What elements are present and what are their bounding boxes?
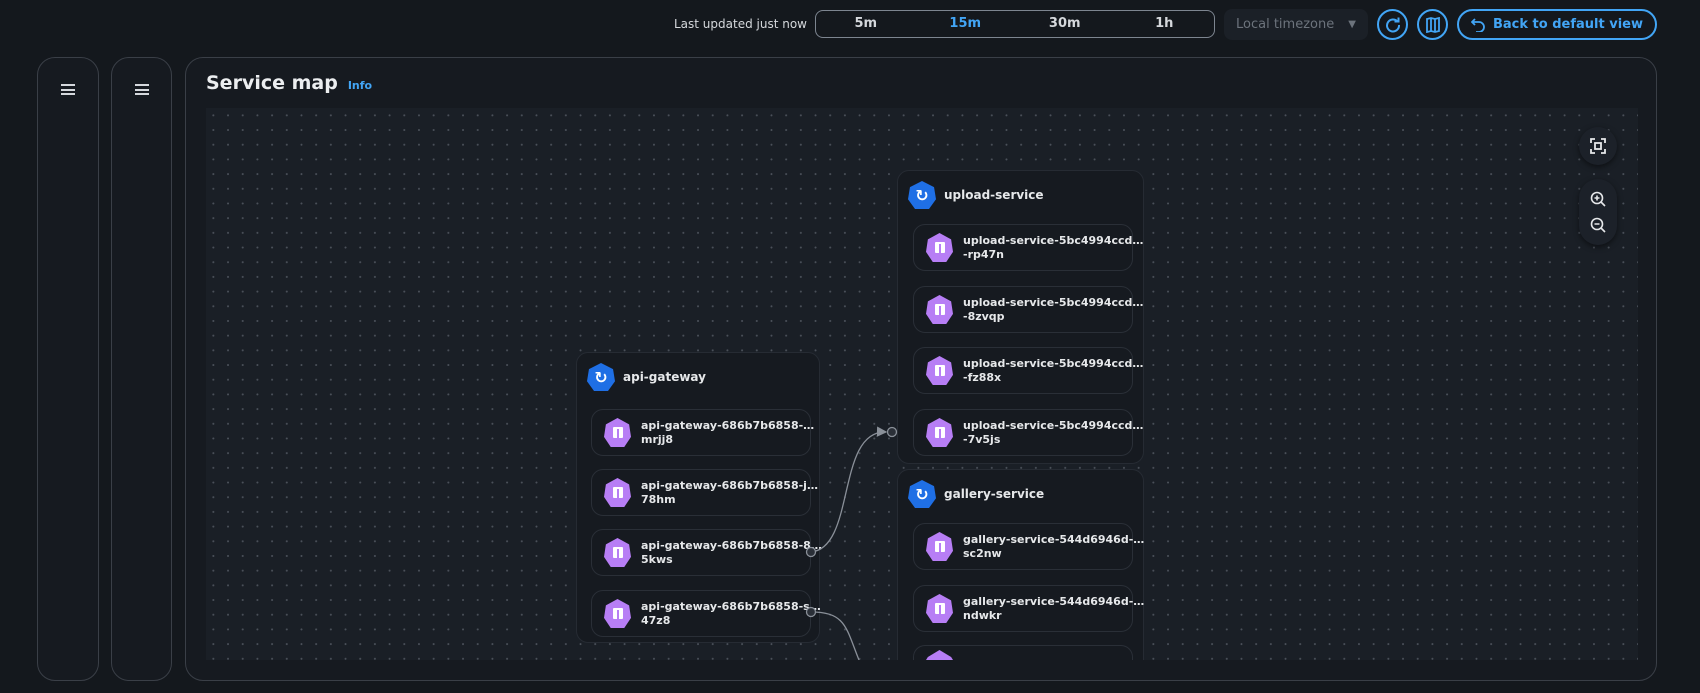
service-name: upload-service — [944, 188, 1044, 202]
range-1h[interactable]: 1h — [1155, 16, 1174, 31]
pod-suffix: 47z8 — [641, 613, 671, 627]
service-group-upload-service[interactable]: ↻ upload-service upload-service-5bc4994cc… — [897, 170, 1144, 464]
map-icon — [1425, 16, 1440, 33]
pod-name: api-gateway-686b7b6858-j… — [641, 478, 818, 492]
zoom-out-icon[interactable] — [1590, 217, 1606, 233]
side-panel-2 — [111, 57, 172, 681]
pod-name: api-gateway-686b7b6858-… — [641, 418, 815, 432]
pod-name: gallery-service-544d6946d-… — [963, 594, 1145, 608]
pod-suffix: mrjj8 — [641, 432, 674, 446]
refresh-button[interactable] — [1377, 9, 1408, 40]
timezone-select[interactable]: Local timezone ▼ — [1224, 9, 1368, 40]
menu-icon[interactable] — [61, 84, 75, 95]
zoom-controls — [1579, 179, 1617, 245]
edge-source-handle — [805, 546, 817, 558]
range-15m[interactable]: 15m — [949, 16, 982, 31]
page-title: Service map — [206, 72, 338, 94]
pod-node[interactable]: gallery-service-544d6946d-… sc2nw — [913, 523, 1144, 570]
panel-header: Service map Info — [206, 72, 372, 94]
pod-node[interactable]: api-gateway-686b7b6858-… mrjj8 — [591, 409, 815, 456]
caret-down-icon: ▼ — [1348, 19, 1356, 30]
edge-target-handle — [886, 426, 898, 438]
timezone-value: Local timezone — [1236, 17, 1335, 32]
pod-node[interactable]: upload-service-5bc4994ccd… -fz88x — [913, 347, 1143, 394]
pod-node[interactable]: gallery-service-544d6946d-… ndwkr — [913, 585, 1144, 632]
pod-cube-icon — [926, 650, 953, 660]
service-name: gallery-service — [944, 487, 1045, 501]
pod-name: upload-service-5bc4994ccd… — [963, 295, 1144, 309]
edge-source-handle — [805, 606, 817, 618]
pod-suffix: -rp47n — [963, 247, 1005, 261]
pod-node[interactable]: api-gateway-686b7b6858-j… 78hm — [591, 469, 818, 516]
zoom-in-icon[interactable] — [1590, 191, 1606, 207]
fit-view-button[interactable] — [1579, 127, 1617, 165]
pod-name: api-gateway-686b7b6858-8… — [641, 538, 822, 552]
pod-node[interactable]: api-gateway-686b7b6858-s… 47z8 — [591, 590, 821, 637]
pod-name: api-gateway-686b7b6858-s… — [641, 599, 821, 613]
pod-suffix: -8zvqp — [963, 309, 1005, 323]
pod-suffix: -fz88x — [963, 370, 1002, 384]
pod-node[interactable]: upload-service-5bc4994ccd… -8zvqp — [913, 286, 1143, 333]
pod-node[interactable]: upload-service-5bc4994ccd… -rp47n — [913, 224, 1143, 271]
service-map-canvas[interactable]: ↻ api-gateway api-gateway-686b7b6858-… mrj… — [206, 108, 1638, 660]
pod-suffix: ndwkr — [963, 608, 1002, 622]
map-view-button[interactable] — [1417, 9, 1448, 40]
pod-node[interactable]: api-gateway-686b7b6858-8… 5kws — [591, 529, 822, 576]
pod-suffix: 78hm — [641, 492, 676, 506]
undo-icon — [1471, 17, 1485, 32]
pod-name: upload-service-5bc4994ccd… — [963, 356, 1144, 370]
pod-name: gallery-service-544d6946d-… — [963, 532, 1145, 546]
pod-suffix: -7v5js — [963, 432, 1001, 446]
range-30m[interactable]: 30m — [1048, 16, 1081, 31]
service-name: api-gateway — [623, 370, 706, 384]
pod-name: upload-service-5bc4994ccd… — [963, 233, 1144, 247]
back-to-default-view-button[interactable]: Back to default view — [1457, 9, 1657, 40]
service-group-api-gateway[interactable]: ↻ api-gateway api-gateway-686b7b6858-… mrj… — [576, 352, 822, 643]
service-map-panel: Service map Info ↻ api-gateway api-gatewa… — [185, 57, 1657, 681]
last-updated-text: Last updated just now — [674, 17, 807, 31]
back-label: Back to default view — [1493, 17, 1643, 32]
pod-suffix: 5kws — [641, 552, 673, 566]
edge — [810, 426, 888, 553]
info-link[interactable]: Info — [347, 79, 373, 92]
pod-name: upload-service-5bc4994ccd… — [963, 418, 1144, 432]
refresh-icon — [1385, 17, 1400, 32]
edge — [810, 611, 860, 660]
pod-suffix: sc2nw — [963, 546, 1002, 560]
range-5m[interactable]: 5m — [854, 16, 878, 31]
time-range-selector[interactable]: 5m 15m 30m 1h — [815, 10, 1215, 38]
service-group-gallery-service[interactable]: ↻ gallery-service gallery-service-544d694… — [897, 469, 1144, 660]
menu-icon[interactable] — [134, 84, 149, 95]
pod-node[interactable]: upload-service-5bc4994ccd… -7v5js — [913, 409, 1143, 456]
side-panel-1 — [37, 57, 99, 681]
fit-view-icon — [1590, 138, 1606, 154]
edges-layer — [805, 426, 898, 660]
